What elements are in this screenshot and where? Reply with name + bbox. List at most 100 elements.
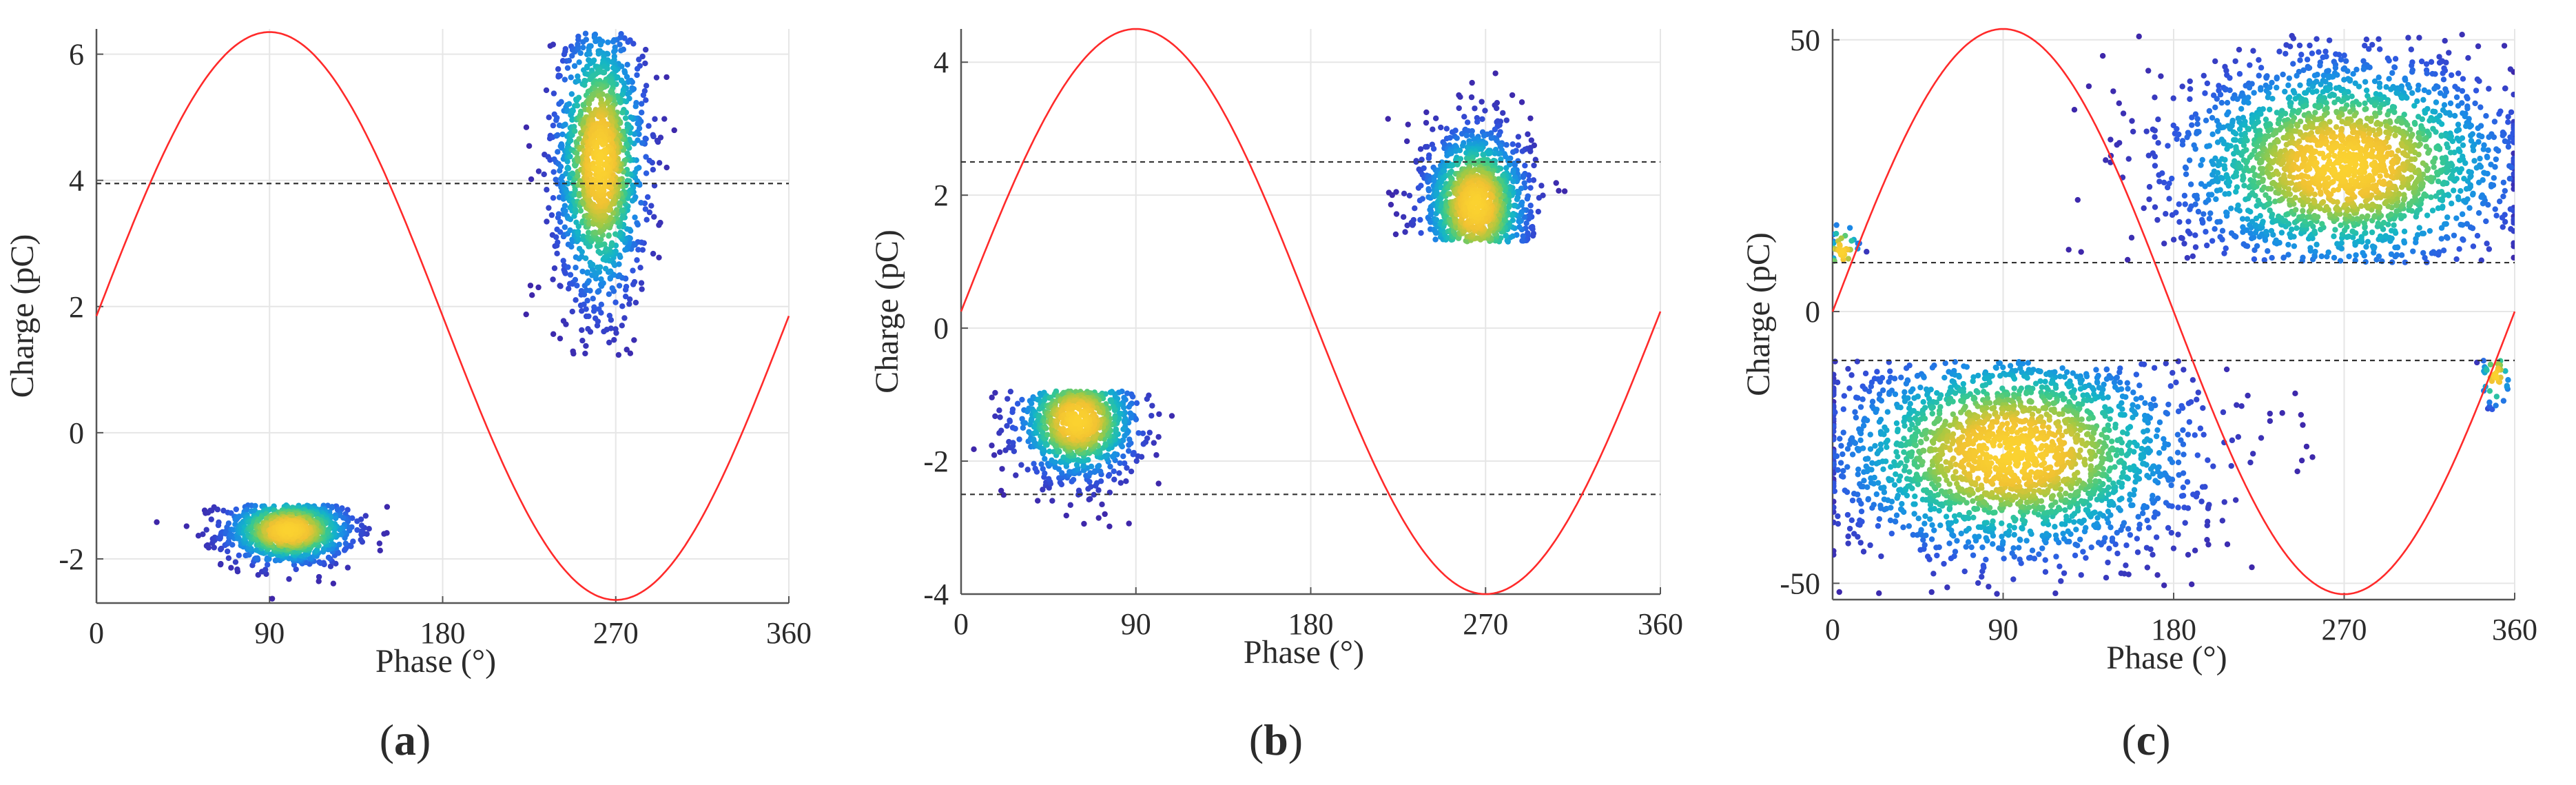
scatter-point bbox=[2199, 484, 2206, 490]
x-tick-label: 0 bbox=[89, 616, 104, 650]
scatter-point bbox=[628, 114, 634, 121]
scatter-point bbox=[358, 522, 365, 529]
scatter-point bbox=[631, 337, 637, 343]
plot-area bbox=[1833, 32, 2515, 597]
scatter-point bbox=[1879, 387, 1886, 394]
scatter-point bbox=[1845, 540, 1851, 547]
scatter-point bbox=[1492, 70, 1498, 77]
scatter-point bbox=[236, 535, 242, 542]
scatter-point bbox=[602, 265, 609, 272]
y-tick-label: 2 bbox=[934, 179, 949, 212]
scatter-point bbox=[1080, 462, 1087, 469]
scatter-point bbox=[557, 163, 564, 170]
scatter-point bbox=[570, 348, 576, 354]
scatter-point bbox=[1049, 498, 1055, 504]
scatter-point bbox=[1942, 360, 1948, 367]
scatter-point bbox=[573, 150, 580, 156]
scatter-point bbox=[577, 50, 584, 57]
scatter-point bbox=[2163, 360, 2169, 367]
scatter-point bbox=[1983, 556, 1989, 563]
scatter-point bbox=[586, 51, 593, 57]
scatter-point bbox=[2175, 408, 2182, 415]
scatter-point bbox=[617, 99, 623, 105]
scatter-point bbox=[1400, 214, 1407, 220]
scatter-point bbox=[1029, 416, 1035, 422]
scatter-point bbox=[1456, 105, 1462, 112]
scatter-point bbox=[1878, 553, 1884, 560]
scatter-point bbox=[575, 228, 581, 235]
x-tick-label: 270 bbox=[593, 616, 639, 650]
scatter-point bbox=[1871, 502, 1877, 508]
scatter-point bbox=[1095, 487, 1102, 493]
scatter-point bbox=[618, 48, 624, 54]
scatter-point bbox=[590, 296, 596, 302]
scatter-point bbox=[1425, 155, 1432, 161]
scatter-point bbox=[1117, 460, 1123, 467]
scatter-point bbox=[1131, 449, 1137, 456]
scatter-point bbox=[1475, 203, 1482, 210]
scatter-point bbox=[1860, 422, 1867, 429]
scatter-point bbox=[2134, 549, 2141, 555]
scatter-point bbox=[1857, 404, 1864, 410]
scatter-point bbox=[634, 220, 640, 226]
scatter-point bbox=[2258, 435, 2265, 441]
scatter-point bbox=[362, 513, 369, 519]
scatter-point bbox=[550, 194, 557, 201]
scatter-point bbox=[1876, 391, 1883, 398]
scatter-point bbox=[1053, 442, 1060, 449]
scatter-point bbox=[366, 526, 372, 532]
scatter-point bbox=[562, 48, 568, 54]
scatter-point bbox=[2235, 434, 2241, 440]
scatter-point bbox=[643, 83, 650, 89]
scatter-point bbox=[1835, 520, 1842, 527]
scatter-point bbox=[1063, 512, 1069, 519]
scatter-point bbox=[2192, 547, 2198, 553]
scatter-point bbox=[597, 41, 604, 48]
scatter-point bbox=[1071, 398, 1077, 405]
scatter-point bbox=[612, 299, 619, 305]
scatter-point bbox=[1447, 134, 1453, 141]
y-axis-label: Charge (pC) bbox=[1740, 232, 1777, 396]
scatter-point bbox=[604, 327, 610, 333]
scatter-point bbox=[1852, 440, 1859, 447]
scatter-point bbox=[2175, 358, 2181, 365]
scatter-point bbox=[1928, 536, 1935, 542]
scatter-point bbox=[1144, 396, 1151, 402]
scatter-point bbox=[583, 343, 589, 349]
scatter-point bbox=[1836, 589, 1842, 595]
scatter-point bbox=[2143, 544, 2150, 551]
scatter-point bbox=[1033, 430, 1040, 436]
scatter-point bbox=[1122, 433, 1128, 439]
scatter-point bbox=[2102, 535, 2108, 541]
scatter-point bbox=[1140, 430, 1146, 436]
scatter-point bbox=[1527, 115, 1534, 121]
scatter-point bbox=[587, 171, 593, 177]
scatter-point bbox=[598, 276, 604, 283]
scatter-point bbox=[582, 350, 588, 357]
scatter-point bbox=[634, 65, 641, 72]
scatter-point bbox=[1454, 135, 1460, 141]
x-tick-label: 180 bbox=[1288, 607, 1334, 641]
scatter-point bbox=[585, 325, 591, 332]
scatter-point bbox=[1524, 196, 1531, 202]
scatter-point bbox=[2015, 544, 2022, 551]
scatter-point bbox=[1128, 468, 1135, 475]
scatter-point bbox=[1961, 568, 1968, 575]
scatter-point bbox=[2205, 541, 2212, 548]
scatter-point bbox=[529, 292, 535, 298]
scatter-point bbox=[1855, 471, 1861, 478]
scatter-point bbox=[640, 92, 647, 99]
scatter-point bbox=[1388, 201, 1394, 208]
scatter-point bbox=[2057, 563, 2063, 569]
scatter-point bbox=[1020, 425, 1027, 431]
scatter-point bbox=[2192, 432, 2198, 438]
scatter-point bbox=[2121, 520, 2127, 526]
scatter-point bbox=[1561, 188, 1568, 194]
scatter-point bbox=[2103, 575, 2110, 581]
scatter-point bbox=[550, 169, 557, 175]
scatter-point bbox=[619, 110, 626, 116]
scatter-point bbox=[600, 70, 606, 76]
scatter-point bbox=[575, 173, 581, 179]
scatter-point bbox=[632, 214, 638, 221]
scatter-point bbox=[571, 63, 578, 69]
